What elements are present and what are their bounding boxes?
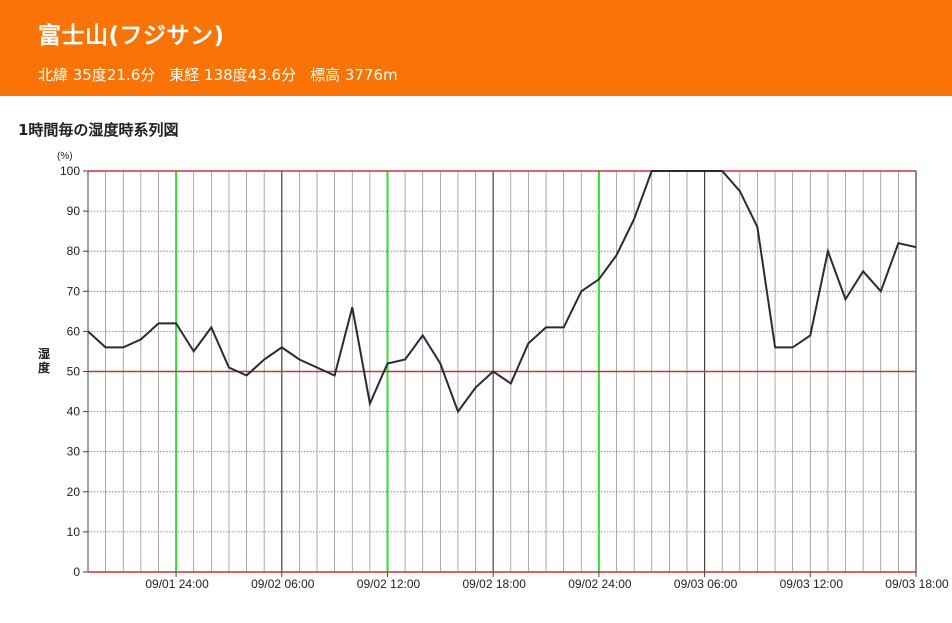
data-point (457, 411, 459, 413)
data-point (686, 170, 688, 172)
data-point (228, 366, 230, 368)
y-unit-label: (%) (57, 151, 73, 162)
data-point (316, 366, 318, 368)
y-tick-label: 10 (67, 525, 81, 539)
data-point (175, 322, 177, 324)
data-point (298, 358, 300, 360)
x-tick-label: 09/03 06:00 (674, 577, 738, 591)
x-tick-label: 09/02 18:00 (462, 577, 526, 591)
chart-section-title: 1時間毎の湿度時系列図 (18, 121, 179, 139)
data-point (122, 346, 124, 348)
station-name: 富士山(フジサン) (38, 23, 225, 49)
data-point (580, 290, 582, 292)
data-point (404, 358, 406, 360)
data-point (598, 278, 600, 280)
data-point (193, 350, 195, 352)
data-point (915, 246, 917, 248)
y-tick-label: 30 (67, 445, 81, 459)
axes-layer: 0 10 20 30 40 50 60 70 80 90 100 (%) 湿度 09/01 24:00 09… (38, 151, 949, 591)
data-point (351, 306, 353, 308)
x-tick-label: 09/03 12:00 (780, 577, 844, 591)
y-tick-label: 40 (67, 405, 81, 419)
station-elevation: 標高 3776m (310, 66, 398, 84)
y-tick-label: 80 (67, 244, 81, 258)
data-point (281, 346, 283, 348)
y-tick-label: 20 (67, 485, 81, 499)
y-axis-label: 度 (38, 360, 51, 375)
data-point (157, 322, 159, 324)
station-header: 富士山(フジサン) 北緯 35度21.6分 東経 138度43.6分 標高 3776… (0, 0, 952, 96)
x-tick-label: 09/02 12:00 (357, 577, 421, 591)
data-point (774, 346, 776, 348)
data-point (845, 298, 847, 300)
data-point (369, 403, 371, 405)
data-point (880, 290, 882, 292)
data-point (210, 326, 212, 328)
data-point (809, 334, 811, 336)
data-point (545, 326, 547, 328)
data-point (492, 371, 494, 373)
data-point (527, 342, 529, 344)
data-point (616, 254, 618, 256)
data-point (721, 170, 723, 172)
data-point (386, 362, 388, 364)
data-point (756, 226, 758, 228)
humidity-series-line (87, 170, 917, 414)
reference-lines-layer (88, 170, 916, 573)
data-point (704, 170, 706, 172)
y-tick-label: 70 (67, 284, 81, 298)
data-point (475, 387, 477, 389)
x-tick-label: 09/02 06:00 (251, 577, 315, 591)
humidity-chart: 0 10 20 30 40 50 60 70 80 90 100 (%) 湿度 09/01 24:00 09… (38, 151, 949, 591)
data-point (862, 270, 864, 272)
data-point (263, 358, 265, 360)
data-point (140, 338, 142, 340)
data-point (105, 346, 107, 348)
data-point (633, 218, 635, 220)
x-tick-label: 09/01 24:00 (145, 577, 209, 591)
data-point (739, 190, 741, 192)
x-tick-label: 09/02 24:00 (568, 577, 632, 591)
data-point (668, 170, 670, 172)
y-tick-label: 90 (67, 204, 81, 218)
data-point (422, 334, 424, 336)
data-point (827, 250, 829, 252)
y-tick-label: 50 (67, 365, 81, 379)
data-point (510, 383, 512, 385)
station-meta: 北緯 35度21.6分 東経 138度43.6分 標高 3776m (38, 64, 412, 85)
station-latitude: 北緯 35度21.6分 (38, 66, 156, 84)
data-point (897, 242, 899, 244)
data-point (246, 375, 248, 377)
data-point (439, 362, 441, 364)
station-longitude: 東経 138度43.6分 (169, 66, 297, 84)
data-point (334, 375, 336, 377)
data-point (563, 326, 565, 328)
y-tick-label: 60 (67, 324, 81, 338)
y-tick-label: 100 (60, 164, 80, 178)
y-axis-label: 湿 (38, 346, 50, 361)
data-point (651, 170, 653, 172)
x-tick-label: 09/03 18:00 (885, 577, 949, 591)
data-point (792, 346, 794, 348)
y-tick-label: 0 (73, 565, 80, 579)
series-layer (87, 170, 917, 414)
